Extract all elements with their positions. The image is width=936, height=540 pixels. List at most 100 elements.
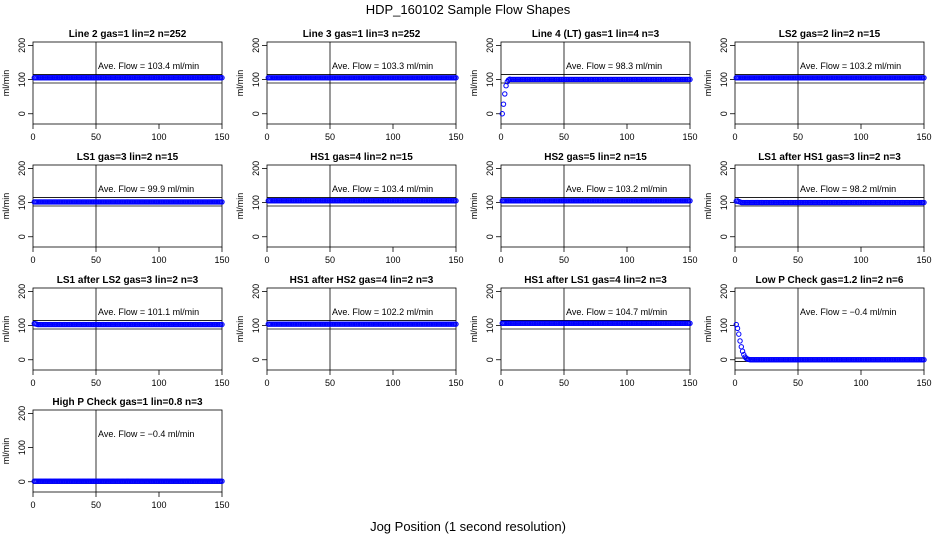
panel-4: LS2 gas=2 lin=2 n=15 0 100 200 ml/min 0 50 100 1… (703, 29, 932, 142)
panel-title: HS2 gas=5 lin=2 n=15 (544, 152, 647, 163)
panel-10: HS1 after HS2 gas=4 lin=2 n=3 0 100 200 ml/m… (235, 275, 464, 388)
x-tick-label: 50 (559, 378, 569, 388)
data-point (219, 199, 225, 205)
y-tick-label: 200 (17, 161, 27, 176)
x-tick-label: 0 (30, 500, 35, 510)
x-tick-label: 50 (325, 132, 335, 142)
x-tick-label: 0 (30, 255, 35, 265)
x-tick-label: 0 (264, 132, 269, 142)
y-axis-label: ml/min (1, 316, 11, 343)
x-tick-label: 150 (214, 378, 229, 388)
panel-title: HS1 after HS2 gas=4 lin=2 n=3 (290, 275, 434, 286)
x-tick-label: 100 (619, 132, 634, 142)
y-axis-label: ml/min (469, 316, 479, 343)
x-tick-label: 100 (853, 255, 868, 265)
x-tick-label: 50 (325, 378, 335, 388)
average-flow-annotation: Ave. Flow = 103.2 ml/min (800, 61, 901, 71)
x-axis-title: Jog Position (1 second resolution) (370, 519, 566, 534)
panel-title: LS1 after LS2 gas=3 lin=2 n=3 (57, 275, 199, 286)
y-tick-label: 0 (17, 357, 27, 362)
panel-2: Line 3 gas=1 lin=3 n=252 0 100 200 ml/min 0 50… (235, 29, 464, 142)
x-tick-label: 0 (498, 378, 503, 388)
x-tick-label: 150 (916, 132, 931, 142)
y-tick-label: 200 (17, 284, 27, 299)
data-point (687, 320, 693, 326)
y-tick-label: 200 (251, 38, 261, 53)
y-tick-label: 200 (719, 284, 729, 299)
x-tick-label: 100 (151, 255, 166, 265)
x-tick-label: 100 (853, 378, 868, 388)
panel-5: LS1 gas=3 lin=2 n=15 0 100 200 ml/min 0 50 100 1… (1, 152, 230, 265)
data-point (499, 111, 505, 117)
y-tick-label: 200 (17, 38, 27, 53)
average-flow-annotation: Ave. Flow = 101.1 ml/min (98, 307, 199, 317)
x-tick-label: 100 (853, 132, 868, 142)
data-point (500, 101, 507, 107)
panel-6: HS1 gas=4 lin=2 n=15 0 100 200 ml/min 0 50 100 1… (235, 152, 464, 265)
y-tick-label: 200 (251, 161, 261, 176)
x-tick-label: 50 (91, 378, 101, 388)
y-tick-label: 100 (485, 72, 495, 87)
y-tick-label: 0 (17, 479, 27, 484)
y-tick-label: 0 (485, 234, 495, 239)
y-tick-label: 200 (251, 284, 261, 299)
panel-title: LS2 gas=2 lin=2 n=15 (779, 29, 881, 40)
y-tick-label: 100 (17, 318, 27, 333)
data-point (502, 91, 508, 97)
x-tick-label: 150 (682, 378, 697, 388)
data-point (453, 75, 459, 81)
y-tick-label: 100 (719, 318, 729, 333)
x-tick-label: 50 (91, 500, 101, 510)
y-tick-label: 100 (17, 195, 27, 210)
x-tick-label: 50 (793, 378, 803, 388)
data-point (736, 331, 742, 337)
y-tick-label: 200 (17, 406, 27, 421)
y-tick-label: 0 (719, 111, 729, 116)
panel-9: LS1 after LS2 gas=3 lin=2 n=3 0 100 200 ml/m… (1, 275, 230, 388)
y-tick-label: 100 (17, 72, 27, 87)
panel-title: LS1 after HS1 gas=3 lin=2 n=3 (758, 152, 901, 163)
average-flow-annotation: Ave. Flow = 103.3 ml/min (332, 61, 433, 71)
y-axis-label: ml/min (703, 316, 713, 343)
y-axis-label: ml/min (1, 70, 11, 97)
data-point (921, 199, 927, 206)
y-axis-label: ml/min (1, 438, 11, 465)
y-axis-label: ml/min (469, 193, 479, 220)
x-tick-label: 0 (732, 378, 737, 388)
panel-1: Line 2 gas=1 lin=2 n=252 0 100 200 ml/min 0 50… (1, 29, 230, 142)
data-point (219, 321, 225, 328)
y-tick-label: 0 (719, 357, 729, 362)
panel-11: HS1 after LS1 gas=4 lin=2 n=3 0 100 200 ml/m… (469, 275, 698, 388)
data-point (737, 338, 743, 344)
panel-title: LS1 gas=3 lin=2 n=15 (77, 152, 179, 163)
y-tick-label: 200 (719, 38, 729, 53)
y-tick-label: 0 (485, 357, 495, 362)
x-tick-label: 0 (264, 255, 269, 265)
x-tick-label: 150 (682, 255, 697, 265)
x-tick-label: 50 (325, 255, 335, 265)
panel-title: Low P Check gas=1.2 lin=2 n=6 (756, 275, 904, 286)
panel-title: High P Check gas=1 lin=0.8 n=3 (52, 397, 203, 408)
average-flow-annotation: Ave. Flow = 99.9 ml/min (98, 184, 194, 194)
x-tick-label: 100 (151, 378, 166, 388)
y-tick-label: 0 (251, 357, 261, 362)
x-tick-label: 100 (619, 378, 634, 388)
x-tick-label: 150 (916, 378, 931, 388)
x-tick-label: 0 (732, 255, 737, 265)
y-tick-label: 100 (485, 318, 495, 333)
x-tick-label: 150 (214, 132, 229, 142)
x-tick-label: 150 (448, 255, 463, 265)
y-axis-label: ml/min (235, 316, 245, 343)
panel-title: HS1 after LS1 gas=4 lin=2 n=3 (524, 275, 667, 286)
average-flow-annotation: Ave. Flow = 103.2 ml/min (566, 184, 667, 194)
data-point (453, 198, 459, 204)
x-tick-label: 50 (559, 132, 569, 142)
x-tick-label: 0 (498, 132, 503, 142)
y-tick-label: 0 (719, 234, 729, 239)
data-point (921, 75, 927, 81)
y-tick-label: 100 (719, 72, 729, 87)
y-axis-label: ml/min (1, 193, 11, 220)
panel-13: High P Check gas=1 lin=0.8 n=3 0 100 200 ml/… (1, 397, 230, 510)
x-tick-label: 50 (793, 132, 803, 142)
average-flow-annotation: Ave. Flow = −0.4 ml/min (800, 307, 896, 317)
